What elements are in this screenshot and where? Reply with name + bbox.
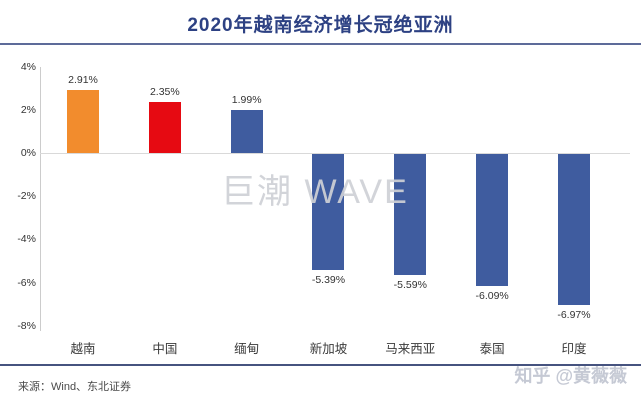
chart-watermark: 巨潮 WAVE (221, 173, 409, 211)
title-divider (0, 43, 641, 45)
x-category-label: 泰国 (479, 342, 505, 356)
bar-value-label: -5.39% (311, 274, 346, 287)
zhihu-watermark: 知乎 @黄薇薇 (514, 366, 627, 386)
source-note: 来源：Wind、东北证券 (18, 381, 132, 393)
x-category-label: 越南 (70, 342, 96, 356)
footer-divider (0, 364, 641, 366)
bar-6 (557, 154, 590, 305)
y-tick-label: 4% (20, 60, 36, 73)
bar-value-label: 1.99% (231, 94, 262, 107)
bar-value-label: -6.97% (557, 308, 591, 321)
x-category-label: 印度 (561, 342, 587, 356)
bar-0 (67, 90, 99, 153)
bar-value-label: 2.91% (68, 74, 98, 87)
bar-3 (312, 154, 345, 271)
y-axis-line (40, 67, 41, 331)
x-category-label: 马来西亚 (385, 342, 436, 356)
bar-5 (476, 154, 509, 286)
y-tick-label: -8% (17, 319, 36, 332)
zero-gridline (40, 153, 630, 154)
bar-1 (148, 102, 181, 153)
bar-4 (394, 154, 427, 275)
y-tick-label: -4% (17, 233, 36, 246)
x-category-label: 新加坡 (309, 342, 348, 356)
bar-value-label: 2.35% (149, 86, 180, 99)
y-tick-label: -2% (17, 190, 36, 203)
bar-value-label: -5.59% (393, 278, 427, 291)
x-category-label: 缅甸 (234, 342, 260, 356)
x-category-label: 中国 (152, 342, 178, 356)
y-tick-label: 0% (20, 147, 36, 159)
chart-title: 2020年越南经济增长冠绝亚洲 (187, 15, 454, 36)
y-tick-label: -6% (17, 276, 36, 289)
y-tick-label: 2% (20, 103, 36, 116)
bar-value-label: -6.09% (475, 289, 509, 302)
bar-2 (230, 110, 263, 153)
